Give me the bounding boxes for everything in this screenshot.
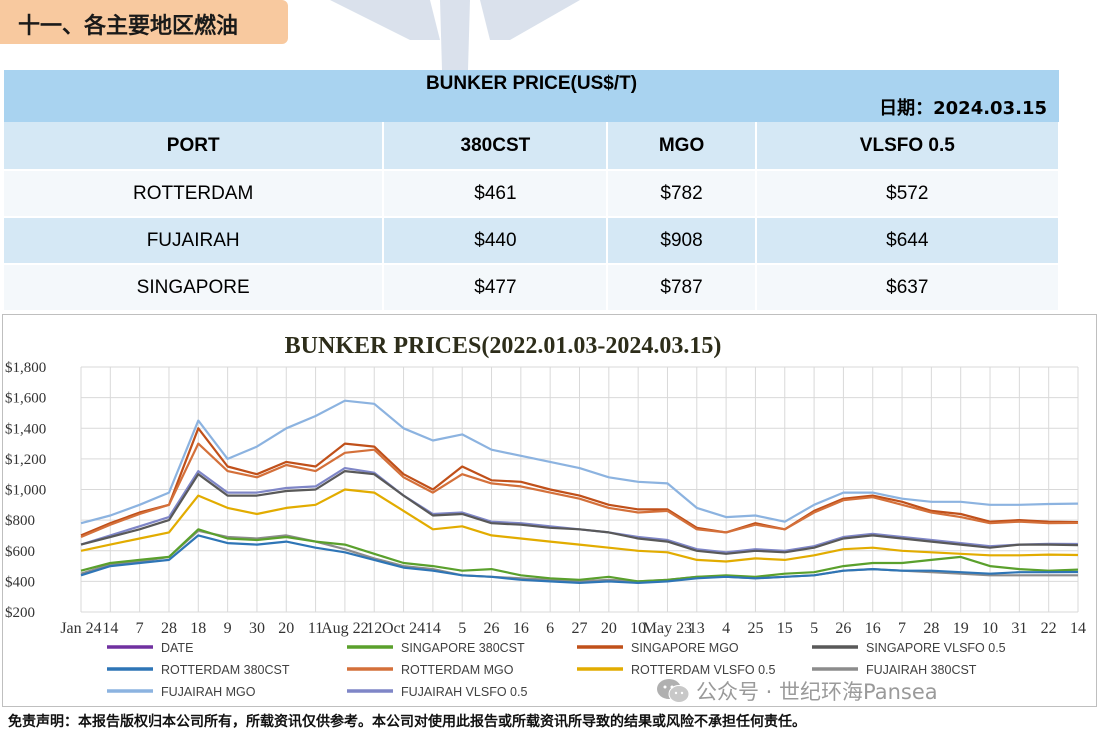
x-tick-label: 10 <box>982 620 998 637</box>
x-tick-label: 31 <box>1011 620 1027 637</box>
legend-entry: ROTTERDAM VLSFO 0.5 <box>631 663 776 677</box>
x-tick-label: 28 <box>161 620 177 637</box>
x-tick-label: 11 <box>308 620 323 637</box>
wechat-icon <box>657 679 690 703</box>
legend-entry: DATE <box>161 641 193 655</box>
chart-title: BUNKER PRICES(2022.01.03-2024.03.15) <box>285 333 722 359</box>
legend-entry: SINGAPORE VLSFO 0.5 <box>866 641 1006 655</box>
x-tick-label: 16 <box>513 620 529 637</box>
x-tick-label: 14 <box>102 620 118 637</box>
price-cell: $908 <box>607 217 757 265</box>
x-tick-label: 19 <box>953 620 969 637</box>
x-tick-label: 7 <box>898 620 906 637</box>
x-tick-label: 28 <box>923 620 939 637</box>
x-tick-label: 20 <box>278 620 294 637</box>
price-cell: $782 <box>607 170 757 218</box>
x-tick-label: 18 <box>190 620 206 637</box>
x-tick-label: Jan 24 <box>60 620 101 637</box>
legend-entry: FUJAIRAH VLSFO 0.5 <box>401 685 527 699</box>
legend-entry: FUJAIRAH 380CST <box>866 663 977 677</box>
x-tick-label: 14 <box>425 620 441 637</box>
price-cell: $637 <box>755 264 1061 312</box>
y-tick-label: $1,200 <box>5 452 46 468</box>
price-cell: $787 <box>607 264 757 312</box>
x-tick-label: May 23 <box>643 620 692 637</box>
series-line-singapore-380cst <box>80 528 1079 583</box>
x-tick-label: 30 <box>249 620 265 637</box>
table-title-cell: BUNKER PRICE(US$/T) 日期：2024.03.15 <box>4 70 1059 122</box>
y-tick-label: $200 <box>5 605 35 621</box>
series-line-singapore-vlsfo-0-5 <box>80 470 1079 555</box>
legend-entry: SINGAPORE MGO <box>631 641 739 655</box>
port-cell: ROTTERDAM <box>4 170 385 218</box>
x-tick-label: 16 <box>865 620 881 637</box>
header-port: PORT <box>4 122 385 171</box>
table-row: ROTTERDAM $461 $782 $572 <box>4 170 1061 218</box>
port-cell: FUJAIRAH <box>4 217 385 265</box>
series-line-singapore-mgo <box>80 427 1079 537</box>
y-tick-label: $400 <box>5 574 35 590</box>
x-tick-label: 5 <box>810 620 818 637</box>
x-tick-label: 27 <box>572 620 588 637</box>
table-row: SINGAPORE $477 $787 $637 <box>4 264 1061 312</box>
wechat-account: 公众号 · 世纪环海Pansea <box>656 676 938 706</box>
x-tick-label: 14 <box>1070 620 1086 637</box>
y-tick-label: $1,400 <box>5 421 46 437</box>
x-tick-label: 20 <box>601 620 617 637</box>
table-row: FUJAIRAH $440 $908 $644 <box>4 217 1061 265</box>
x-tick-label: 26 <box>835 620 851 637</box>
y-tick-label: $1,000 <box>5 483 46 499</box>
x-tick-label: 15 <box>777 620 793 637</box>
chart-canvas: BUNKER PRICES(2022.01.03-2024.03.15) $20… <box>5 333 1086 699</box>
series-line-fujairah-mgo <box>80 399 1079 525</box>
x-tick-label: 26 <box>484 620 500 637</box>
x-tick-label: 5 <box>458 620 466 637</box>
x-tick-label: Aug 22 <box>321 620 369 637</box>
legend-entry: ROTTERDAM MGO <box>401 663 514 677</box>
price-cell: $644 <box>755 217 1061 265</box>
section-title: 十一、各主要地区燃油 <box>0 0 288 44</box>
series-line-rotterdam-380cst <box>80 534 1079 584</box>
bunker-price-table: BUNKER PRICE(US$/T) 日期：2024.03.15 PORT 3… <box>4 70 1061 312</box>
header-mgo: MGO <box>607 122 757 171</box>
x-tick-label: 9 <box>224 620 232 637</box>
header-vlsfo: VLSFO 0.5 <box>755 122 1061 171</box>
x-tick-label: 25 <box>747 620 763 637</box>
price-cell: $440 <box>383 217 609 265</box>
bunker-price-chart: BUNKER PRICES(2022.01.03-2024.03.15) $20… <box>2 314 1097 707</box>
legend-entry: ROTTERDAM 380CST <box>161 663 290 677</box>
x-tick-label: Oct 24 <box>382 620 425 637</box>
table-date: 日期：2024.03.15 <box>879 98 1047 119</box>
disclaimer-text: 免责声明：本报告版权归本公司所有，所载资讯仅供参考。本公司对使用此报告或所载资讯… <box>8 714 806 730</box>
x-tick-label: 10 <box>630 620 646 637</box>
wechat-label: 公众号 · 世纪环海Pansea <box>696 680 938 704</box>
series-line-rotterdam-vlsfo-0-5 <box>80 488 1079 563</box>
table-title: BUNKER PRICE(US$/T) <box>425 73 638 94</box>
header-380cst: 380CST <box>383 122 609 171</box>
price-cell: $461 <box>383 170 609 218</box>
y-tick-label: $1,800 <box>5 360 46 376</box>
legend-entry: FUJAIRAH MGO <box>161 685 256 699</box>
series-line-rotterdam-mgo <box>80 442 1079 539</box>
y-tick-label: $600 <box>5 544 35 560</box>
x-tick-label: 4 <box>722 620 730 637</box>
port-cell: SINGAPORE <box>4 264 385 312</box>
price-cell: $572 <box>755 170 1061 218</box>
x-tick-label: 22 <box>1041 620 1057 637</box>
legend-entry: SINGAPORE 380CST <box>401 641 525 655</box>
price-cell: $477 <box>383 264 609 312</box>
x-tick-label: 6 <box>546 620 554 637</box>
y-tick-label: $1,600 <box>5 391 46 407</box>
y-tick-label: $800 <box>5 513 35 529</box>
x-tick-label: 12 <box>366 620 382 637</box>
x-tick-label: 7 <box>136 620 144 637</box>
x-tick-label: 13 <box>689 620 705 637</box>
